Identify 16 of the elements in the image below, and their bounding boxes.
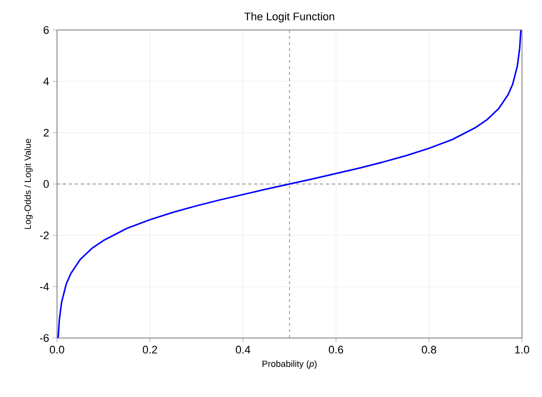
x-tick-label: 1.0 xyxy=(515,346,530,354)
y-tick-label: -2 xyxy=(40,232,49,240)
y-tick-label: 2 xyxy=(44,128,49,136)
y-tick-label: -4 xyxy=(40,282,49,290)
x-tick-label: 0.6 xyxy=(328,346,344,354)
chart-title: The Logit Function xyxy=(244,12,334,22)
y-tick-label: 0 xyxy=(44,180,49,188)
y-tick-label: 6 xyxy=(44,26,49,34)
x-axis-title: Probability (p) xyxy=(262,360,317,369)
x-tick-label: 0.4 xyxy=(236,346,250,354)
y-tick-label: -6 xyxy=(40,334,49,342)
y-tick-label: 4 xyxy=(43,78,49,86)
y-axis-title: Log-Odds / Logit Value xyxy=(24,138,33,229)
x-tick-label: 0.0 xyxy=(50,346,64,354)
x-tick-label: 0.2 xyxy=(142,346,158,354)
x-tick-label: 0.8 xyxy=(422,346,436,354)
